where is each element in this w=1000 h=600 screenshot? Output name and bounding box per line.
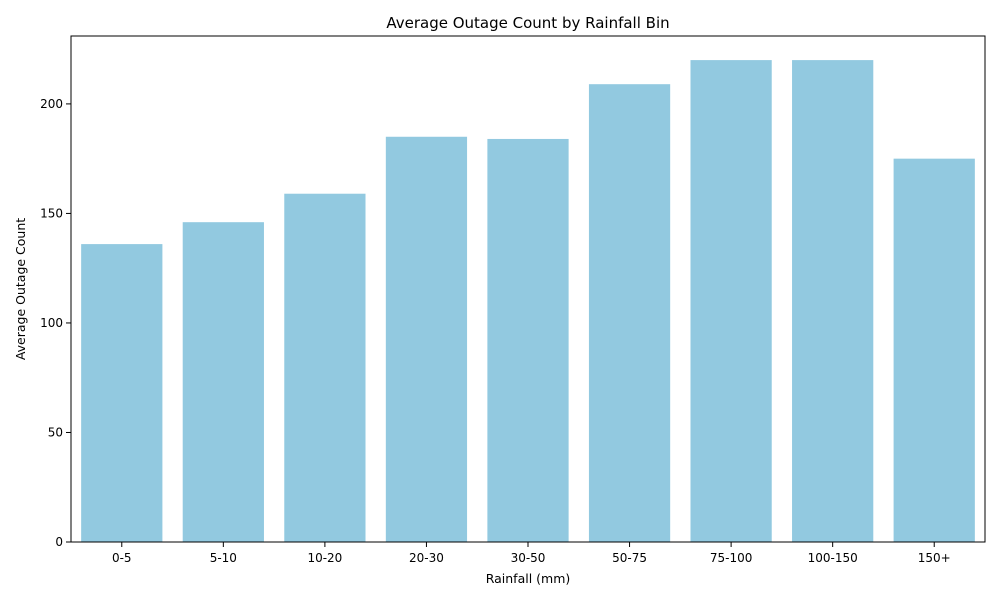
x-tick-label: 50-75: [612, 551, 647, 565]
x-axis-ticks: 0-5 5-10 10-20 20-30 30-50 50-75 75-100 100-150…: [112, 542, 951, 565]
x-tick-label: 150+: [918, 551, 951, 565]
x-tick-label: 30-50: [511, 551, 546, 565]
x-tick-label: 75-100: [710, 551, 753, 565]
bar-5-10: [182, 222, 264, 542]
bar-100-150: [792, 60, 874, 542]
y-axis-label: Average Outage Count: [13, 218, 28, 360]
chart-title: Average Outage Count by Rainfall Bin: [386, 14, 669, 32]
bar-150+: [893, 158, 975, 542]
y-tick-label: 200: [40, 97, 63, 111]
plot-frame: [70, 35, 986, 543]
bar-75-100: [690, 60, 772, 542]
x-tick-label: 20-30: [409, 551, 444, 565]
y-tick-label: 100: [40, 316, 63, 330]
y-tick-label: 150: [40, 206, 63, 220]
y-tick-label: 50: [48, 425, 63, 439]
bar-10-20: [284, 193, 366, 542]
bars-group: [81, 60, 975, 542]
bar-50-75: [588, 84, 671, 542]
x-axis-label: Rainfall (mm): [486, 571, 571, 586]
bar-0-5: [81, 244, 163, 542]
x-tick-label: 0-5: [112, 551, 132, 565]
x-tick-label: 100-150: [808, 551, 858, 565]
x-tick-label: 5-10: [210, 551, 237, 565]
bar-20-30: [385, 136, 468, 542]
y-axis-ticks: 0 50 100 150 200: [40, 97, 71, 549]
x-tick-label: 10-20: [307, 551, 342, 565]
bar-30-50: [487, 138, 569, 542]
y-tick-label: 0: [55, 535, 63, 549]
